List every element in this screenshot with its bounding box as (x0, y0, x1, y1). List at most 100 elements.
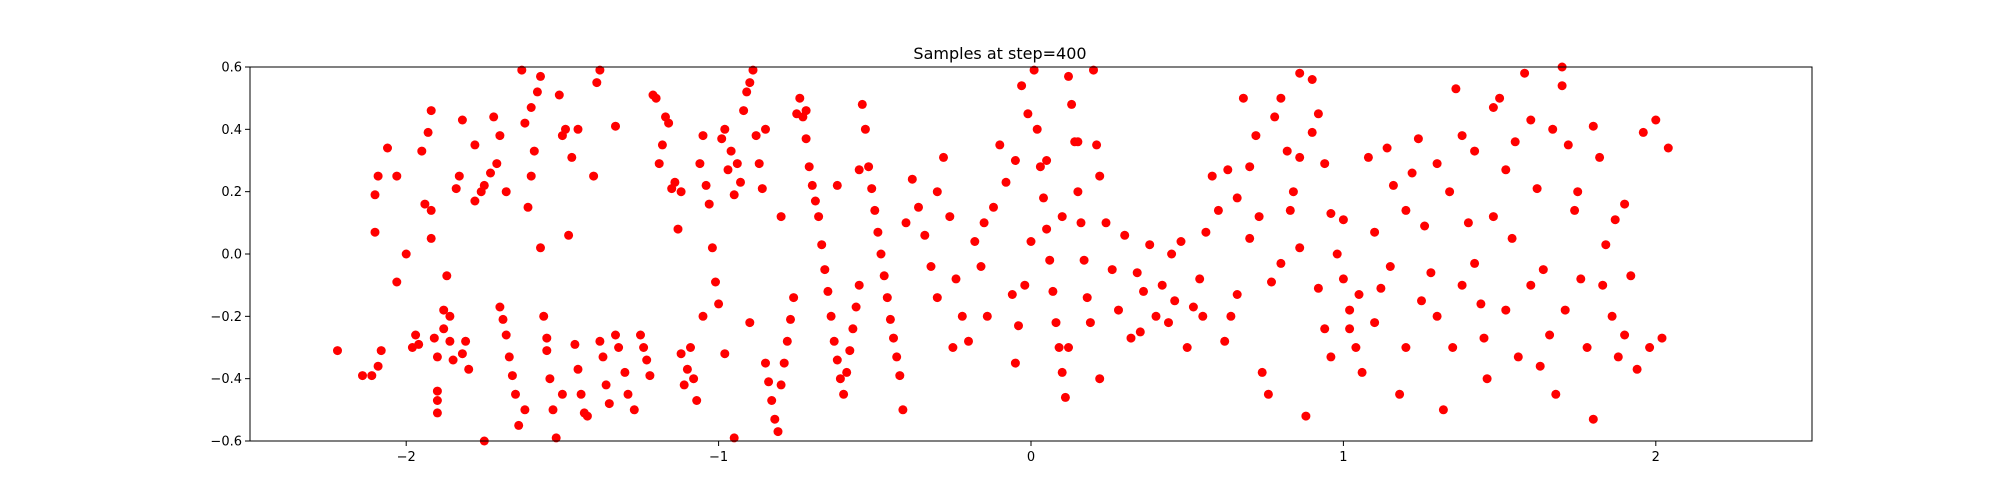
data-point (1395, 389, 1405, 399)
data-point (892, 352, 902, 362)
data-point (401, 249, 411, 259)
data-point (676, 349, 686, 359)
data-point (1157, 280, 1167, 290)
data-point (1488, 103, 1498, 112)
data-point (1407, 168, 1417, 178)
data-point (1039, 193, 1048, 203)
data-point (1313, 283, 1323, 293)
data-point (376, 346, 386, 356)
data-point (864, 162, 874, 172)
data-point (592, 78, 602, 88)
data-point (373, 171, 383, 181)
data-point (370, 190, 380, 200)
data-point (1501, 165, 1511, 175)
data-point (1251, 131, 1261, 141)
data-point (1195, 274, 1205, 284)
data-point (679, 380, 689, 390)
data-point (889, 333, 898, 343)
data-point (486, 168, 495, 178)
data-point (1198, 311, 1208, 321)
data-point (1582, 343, 1592, 352)
data-point (1607, 311, 1617, 321)
data-point (392, 171, 402, 181)
data-point (782, 336, 792, 346)
data-point (595, 336, 605, 346)
data-point (1095, 374, 1105, 384)
data-point (817, 240, 827, 250)
data-point (457, 115, 467, 125)
data-point (542, 333, 552, 343)
data-point (1245, 233, 1255, 243)
data-point (1363, 152, 1373, 162)
data-point (839, 389, 849, 399)
data-point (1495, 93, 1505, 103)
data-point (1213, 205, 1223, 215)
data-point (604, 399, 614, 409)
data-point (570, 339, 580, 349)
data-point (517, 65, 527, 75)
data-point (948, 343, 958, 352)
data-point (970, 237, 980, 246)
data-point (1073, 187, 1083, 197)
data-point (1276, 258, 1286, 268)
data-point (498, 314, 508, 324)
data-point (745, 78, 755, 88)
data-point (761, 358, 770, 368)
data-point (1067, 99, 1077, 109)
data-point (829, 336, 839, 346)
data-point (1610, 215, 1620, 225)
data-point (801, 106, 811, 116)
data-point (1114, 305, 1123, 315)
data-point (1426, 268, 1436, 278)
data-point (1351, 343, 1361, 352)
data-point (1276, 93, 1286, 103)
data-point (542, 346, 552, 356)
data-point (1573, 187, 1583, 197)
data-point (554, 90, 564, 100)
data-point (461, 336, 471, 346)
data-point (520, 405, 530, 415)
data-point (1064, 71, 1073, 81)
data-point (1057, 367, 1067, 377)
data-point (407, 343, 417, 352)
data-point (1413, 134, 1423, 144)
data-point (489, 112, 499, 122)
data-point (573, 124, 583, 134)
data-point (1620, 330, 1630, 340)
data-point (576, 389, 586, 399)
data-point (1054, 343, 1064, 352)
data-point (426, 106, 436, 116)
data-point (1188, 302, 1198, 312)
data-point (1182, 343, 1192, 352)
data-point (823, 286, 833, 296)
data-point (879, 271, 889, 281)
data-point (729, 433, 739, 443)
data-point (1438, 405, 1448, 415)
data-point (595, 65, 605, 75)
data-point (620, 367, 630, 377)
data-point (832, 355, 842, 365)
data-point (1401, 205, 1411, 215)
data-point (445, 311, 455, 321)
data-point (810, 196, 820, 206)
data-point (1226, 311, 1236, 321)
data-point (1338, 215, 1348, 225)
data-point (1448, 343, 1458, 352)
data-point (1620, 199, 1630, 209)
data-point (1076, 218, 1086, 228)
data-point (982, 311, 992, 321)
data-point (536, 243, 545, 253)
data-point (704, 199, 714, 209)
data-point (1354, 290, 1364, 299)
data-point (1170, 296, 1180, 306)
data-point (676, 187, 686, 197)
data-point (1035, 162, 1045, 172)
data-point (1201, 227, 1211, 237)
x-tick-label: 1 (1339, 450, 1347, 465)
data-point (432, 408, 442, 418)
data-point (717, 134, 727, 144)
data-point (417, 146, 427, 156)
data-point (504, 352, 514, 362)
data-point (673, 224, 683, 234)
data-point (870, 205, 880, 215)
